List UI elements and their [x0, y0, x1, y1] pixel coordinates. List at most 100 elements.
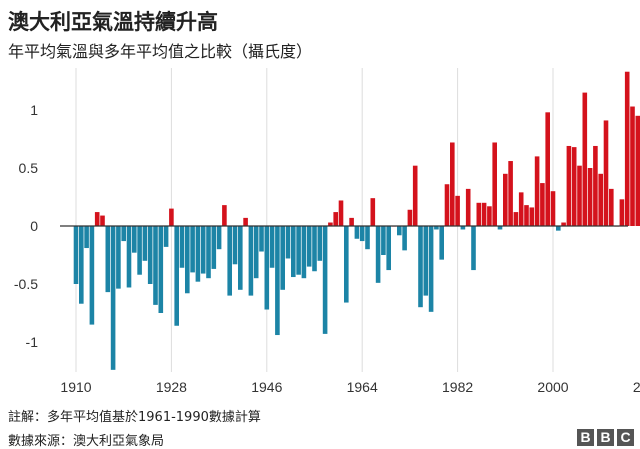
- bar-1981: [450, 142, 455, 226]
- bar-1985: [471, 226, 476, 271]
- bar-2013: [619, 199, 625, 226]
- bar-1943: [248, 226, 254, 296]
- bar-1947: [269, 226, 275, 268]
- bar-1949: [280, 226, 285, 290]
- bar-1948: [275, 226, 280, 336]
- bar-1983: [460, 226, 466, 230]
- bar-1956: [317, 226, 323, 261]
- bar-1998: [540, 183, 545, 226]
- bar-1915: [100, 215, 105, 226]
- bar-2006: [582, 92, 588, 226]
- bar-2010: [603, 120, 609, 226]
- bar-1958: [328, 222, 333, 226]
- bar-1922: [137, 226, 142, 275]
- bar-2009: [598, 173, 603, 226]
- bbc-logo-letter-b1: B: [577, 429, 594, 446]
- bar-1959: [333, 212, 338, 226]
- bar-1944: [253, 226, 259, 279]
- bar-1911: [79, 226, 84, 304]
- bar-1921: [132, 226, 137, 253]
- bars: [73, 71, 640, 370]
- bar-1969: [386, 226, 391, 271]
- bar-1994: [518, 192, 524, 226]
- bar-1938: [222, 205, 227, 226]
- bar-1962: [349, 217, 354, 226]
- bar-1982: [455, 195, 460, 226]
- gridlines: [75, 68, 554, 372]
- bar-1963: [354, 226, 360, 239]
- bar-1924: [147, 226, 153, 284]
- data-source: 數據來源：澳大利亞氣象局: [8, 434, 165, 449]
- bar-1931: [185, 226, 190, 294]
- chart-title: 澳大利亞氣溫持續升高: [8, 10, 218, 34]
- x-tick-label: 2018: [633, 379, 640, 395]
- bar-1979: [439, 226, 444, 260]
- bar-1966: [370, 198, 376, 226]
- y-tick-label: 1: [30, 102, 38, 118]
- bar-1936: [211, 226, 217, 269]
- bar-1954: [306, 226, 312, 267]
- x-axis-ticks: 1910 1928 1946 1964 1982 2000 2018: [60, 379, 640, 395]
- bar-1989: [492, 142, 497, 226]
- x-tick-label: 2000: [537, 379, 568, 395]
- bar-1932: [190, 226, 195, 273]
- bar-1910: [73, 226, 79, 284]
- bar-1964: [359, 226, 365, 242]
- bar-1930: [179, 226, 185, 268]
- bar-1974: [412, 165, 418, 226]
- bar-1968: [381, 226, 386, 255]
- y-tick-label: -0.5: [14, 276, 38, 292]
- bar-1977: [428, 226, 434, 312]
- bar-2007: [587, 168, 593, 226]
- bar-2000: [550, 191, 556, 226]
- bar-1937: [216, 226, 222, 250]
- bar-1978: [434, 226, 439, 230]
- bar-1913: [89, 226, 95, 325]
- x-tick-label: 1946: [251, 379, 282, 395]
- x-tick-label: 1928: [156, 379, 187, 395]
- bar-1940: [232, 226, 238, 265]
- bar-1971: [397, 226, 402, 236]
- x-tick-label: 1910: [60, 379, 91, 395]
- footnote: 註解：多年平均值基於1961-1990數據計算: [8, 410, 261, 425]
- bar-1995: [524, 205, 529, 226]
- bar-1918: [116, 226, 121, 289]
- bar-1950: [285, 226, 291, 259]
- bar-2004: [571, 147, 577, 226]
- bar-1929: [174, 226, 179, 326]
- bar-1953: [301, 226, 307, 279]
- bar-1988: [487, 206, 492, 226]
- bar-1920: [126, 226, 132, 288]
- bar-1999: [545, 112, 550, 226]
- bar-1934: [200, 226, 206, 274]
- bar-1984: [465, 188, 471, 226]
- bar-1925: [153, 226, 158, 305]
- bar-1912: [84, 226, 89, 249]
- chart-subtitle: 年平均氣溫與多年平均值之比較（攝氏度）: [8, 42, 313, 61]
- bar-2001: [556, 226, 561, 231]
- bar-1961: [344, 226, 349, 303]
- y-axis-ticks: 1 0.5 0 -0.5 -1: [14, 102, 38, 350]
- bar-1972: [402, 226, 407, 251]
- bar-1957: [322, 226, 328, 334]
- bar-1935: [206, 226, 211, 279]
- bbc-logo-letter-b2: B: [597, 429, 614, 446]
- x-tick-label: 1964: [347, 379, 378, 395]
- bar-1975: [418, 226, 423, 308]
- bar-1941: [238, 226, 243, 290]
- bar-2011: [609, 188, 614, 226]
- y-tick-label: 0: [30, 218, 38, 234]
- bar-2003: [566, 145, 572, 226]
- bar-1996: [529, 207, 535, 226]
- bbc-logo-letter-c: C: [617, 429, 634, 446]
- bar-1967: [375, 226, 381, 283]
- bar-2002: [561, 222, 566, 226]
- bar-1923: [142, 226, 148, 261]
- bar-1986: [476, 202, 482, 226]
- y-tick-label: -1: [26, 334, 39, 350]
- bar-1955: [312, 226, 317, 272]
- bar-1993: [513, 212, 519, 226]
- bar-2005: [577, 165, 582, 226]
- bar-1952: [296, 226, 301, 275]
